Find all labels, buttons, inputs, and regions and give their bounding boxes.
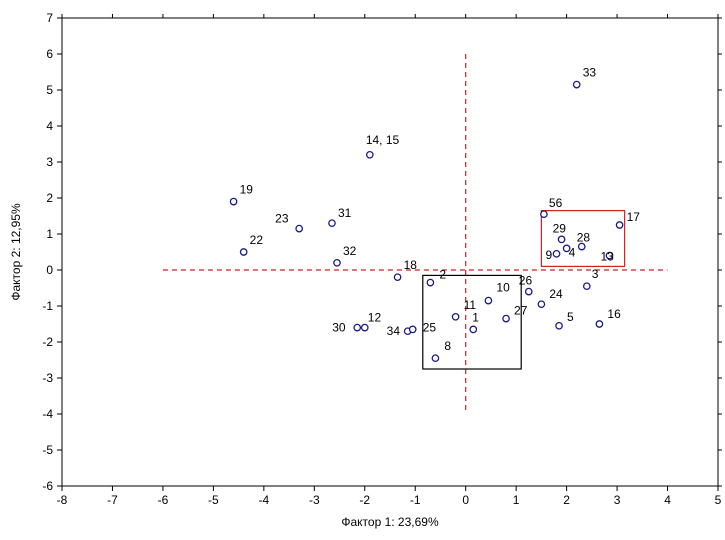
y-tick-label: 2 bbox=[46, 191, 53, 205]
data-point bbox=[582, 282, 591, 291]
reference-lines bbox=[162, 54, 668, 414]
data-point bbox=[328, 219, 336, 228]
x-tick-label: 4 bbox=[664, 493, 671, 507]
data-point-label: 27 bbox=[514, 304, 528, 318]
data-point bbox=[484, 296, 493, 305]
data-point-label: 23 bbox=[275, 212, 289, 226]
data-point-label: 10 bbox=[496, 281, 510, 295]
y-tick-label: 1 bbox=[46, 227, 53, 241]
data-point bbox=[469, 325, 478, 334]
data-point-label: 29 bbox=[553, 221, 567, 235]
y-tick-label: 7 bbox=[46, 11, 53, 25]
data-point-label: 16 bbox=[607, 307, 621, 321]
highlight-boxes bbox=[422, 210, 626, 370]
data-point-label: 11 bbox=[464, 298, 477, 312]
data-point bbox=[502, 314, 510, 323]
y-tick-label: 3 bbox=[46, 155, 53, 169]
y-tick-label: -1 bbox=[42, 299, 53, 313]
y-tick-label: 6 bbox=[46, 47, 53, 61]
data-point bbox=[295, 224, 304, 233]
y-tick-label: 4 bbox=[46, 119, 53, 133]
data-point bbox=[540, 210, 548, 219]
data-point-label: 17 bbox=[627, 210, 641, 224]
x-tick-label: -2 bbox=[359, 493, 370, 507]
data-point-label: 34 bbox=[387, 324, 401, 338]
data-point bbox=[239, 248, 248, 256]
y-tick-label: 0 bbox=[46, 263, 53, 277]
data-point bbox=[360, 323, 369, 332]
data-point bbox=[562, 244, 571, 253]
data-point bbox=[555, 321, 563, 330]
x-tick-label: -5 bbox=[208, 493, 219, 507]
data-point bbox=[552, 249, 561, 258]
data-point bbox=[365, 150, 374, 159]
y-tick-label: -2 bbox=[42, 335, 53, 349]
data-point-label: 13 bbox=[601, 250, 615, 264]
plot-frame bbox=[61, 17, 719, 487]
y-tick-label: -5 bbox=[42, 443, 53, 457]
highlight-box-2 bbox=[422, 274, 522, 370]
y-tick-label: -6 bbox=[42, 479, 53, 493]
data-point-label: 9 bbox=[546, 248, 553, 262]
x-tick-label: 3 bbox=[614, 493, 621, 507]
y-tick-label: -3 bbox=[42, 371, 53, 385]
x-tick-label: 2 bbox=[563, 493, 570, 507]
data-point-label: 18 bbox=[404, 258, 418, 272]
data-point bbox=[229, 197, 238, 206]
data-point bbox=[615, 221, 624, 229]
data-point bbox=[524, 287, 533, 296]
data-point-label: 8 bbox=[444, 339, 451, 353]
data-point-label: 12 bbox=[368, 311, 382, 325]
x-tick-label: 0 bbox=[462, 493, 469, 507]
data-point-label: 3 bbox=[592, 267, 599, 281]
data-point bbox=[577, 242, 586, 251]
data-point-label: 32 bbox=[343, 244, 357, 258]
data-point bbox=[557, 235, 566, 244]
data-point bbox=[605, 251, 614, 260]
data-point bbox=[572, 80, 581, 89]
x-axis-title: Фактор 1: 23,69% bbox=[341, 515, 439, 529]
x-tick-label: 5 bbox=[715, 493, 722, 507]
data-point bbox=[431, 354, 440, 363]
data-point bbox=[537, 300, 546, 309]
axis-ticks: -8 -7 -6 -5 -4 -3 -2 -1 0 1 2 3 4 5-6-5-4-3-2-1012345… bbox=[42, 11, 722, 507]
plot-area bbox=[61, 17, 719, 487]
data-point bbox=[408, 325, 417, 334]
data-point-label: 33 bbox=[583, 66, 597, 80]
data-point-label: 30 bbox=[332, 321, 346, 335]
data-point-label: 28 bbox=[577, 231, 591, 245]
data-point bbox=[353, 323, 362, 332]
data-point-label: 56 bbox=[549, 196, 563, 210]
x-tick-label: -7 bbox=[107, 493, 118, 507]
data-point-label: 24 bbox=[549, 287, 563, 301]
data-point bbox=[595, 320, 604, 328]
data-point bbox=[426, 278, 435, 287]
data-point-label: 4 bbox=[569, 245, 576, 259]
x-tick-label: -3 bbox=[309, 493, 320, 507]
data-point bbox=[333, 258, 341, 267]
y-axis-title: Фактор 2: 12,95% bbox=[9, 203, 23, 301]
data-point-label: 5 bbox=[567, 310, 574, 324]
x-tick-label: -1 bbox=[410, 493, 421, 507]
y-tick-label: 5 bbox=[46, 83, 53, 97]
data-point bbox=[451, 312, 460, 321]
data-point-label: 25 bbox=[423, 320, 437, 334]
x-tick-label: -4 bbox=[259, 493, 270, 507]
highlight-box-1 bbox=[540, 210, 626, 268]
x-tick-label: 1 bbox=[513, 493, 520, 507]
data-point-label: 2 bbox=[439, 268, 446, 282]
data-point-label: 1 bbox=[472, 310, 479, 324]
y-tick-label: -4 bbox=[42, 407, 53, 421]
data-point-label: 14, 15 bbox=[366, 133, 400, 147]
data-point-label: 31 bbox=[338, 206, 352, 220]
data-point-label: 26 bbox=[519, 274, 533, 288]
x-tick-label: -6 bbox=[158, 493, 169, 507]
data-point bbox=[393, 273, 402, 282]
data-point-label: 19 bbox=[240, 183, 254, 197]
data-point-label: 22 bbox=[250, 233, 264, 247]
x-tick-label: -8 bbox=[57, 493, 68, 507]
